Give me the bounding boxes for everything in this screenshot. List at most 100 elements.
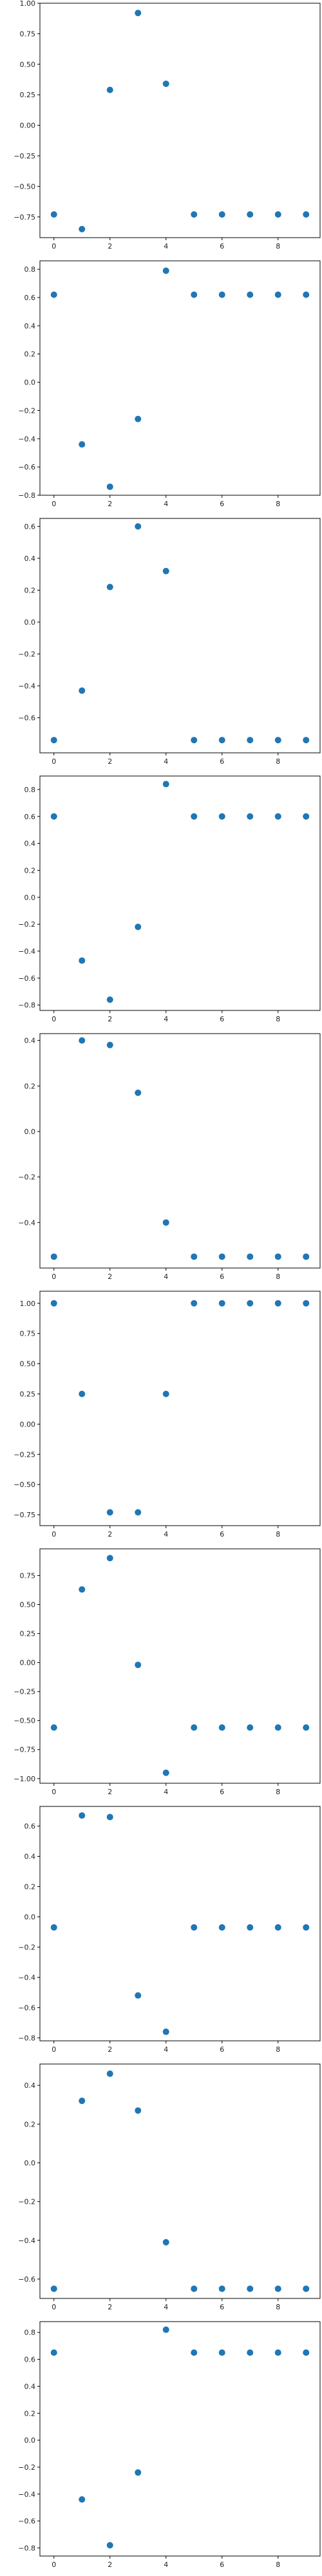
x-tick-label: 6 [220,500,224,508]
x-tick-label: 4 [164,2561,168,2569]
y-tick-label: 1.00 [20,1300,36,1308]
axes-frame [39,2063,321,2299]
data-point [274,2285,281,2292]
data-point [247,1724,254,1731]
scatter-plot-1: −0.75 −0.50 −0.25 0.00 0.25 0.50 0.75 1.00 0 2 4 6 8 [14,0,321,251]
x-tick-label: 4 [164,242,168,251]
x-tick-label: 4 [164,757,168,766]
data-point [274,737,281,744]
data-point [274,1253,281,1260]
data-point [135,1662,142,1669]
data-point [135,1992,142,1999]
y-tick-label: 0.4 [24,2382,36,2391]
data-point [106,86,113,93]
data-point [79,225,86,232]
y-tick-label: 0.75 [20,1571,36,1580]
x-tick-label: 0 [52,500,56,508]
data-point [79,2098,86,2105]
x-tick-label: 2 [108,2561,112,2569]
y-tick-label: 0.75 [20,1330,36,1338]
y-tick-label: −0.6 [18,974,35,983]
data-point [218,211,225,218]
data-point [162,267,169,274]
data-point [218,813,225,820]
y-tick-label: −0.2 [18,1943,35,1951]
data-point [191,1724,198,1731]
data-point [135,2469,142,2476]
y-tick-label: 0.00 [20,1420,36,1428]
y-tick-label: 0.2 [24,350,36,359]
data-point [247,1924,254,1931]
axes-frame [39,1033,321,1269]
y-tick-label: −0.8 [18,2034,35,2042]
data-point [135,2107,142,2114]
data-point [274,1724,281,1731]
data-point [50,1924,57,1931]
data-point [79,957,86,964]
y-tick-label: 0.0 [24,1913,36,1921]
y-tick-label: 0.4 [24,1852,36,1861]
y-tick-label: 0.0 [24,618,36,627]
data-point [191,737,198,744]
data-point [303,2349,310,2356]
data-point [247,2285,254,2292]
y-tick-label: 0.2 [24,2409,36,2418]
data-point [191,211,198,218]
scatter-plot-7: −1.00 −0.75 −0.50 −0.25 0.00 0.25 0.50 0.75 0 2 4 6… [14,1548,321,1796]
y-tick-label: −0.50 [14,182,35,191]
y-tick-label: 0.4 [24,322,36,330]
x-tick-label: 0 [52,1530,56,1539]
data-point [79,1586,86,1593]
data-point [191,2349,198,2356]
y-tick-label: −0.6 [18,714,35,723]
y-tick-label: −0.25 [14,152,35,160]
y-tick-label: 0.6 [24,1823,36,1831]
axes-frame [39,2321,321,2557]
data-point [191,291,198,298]
data-point [135,1509,142,1516]
scatter-plot-4: −0.8 −0.6 −0.4 −0.2 0.0 0.2 0.4 0.6 0.8 0 2 4 6 8 [18,775,321,1023]
x-tick-label: 0 [52,2561,56,2569]
x-tick-label: 4 [164,1273,168,1281]
y-tick-label: −0.6 [18,463,35,471]
x-tick-label: 2 [108,757,112,766]
data-point [135,923,142,931]
y-tick-label: −0.6 [18,2003,35,2012]
data-point [303,813,310,820]
data-point [247,1300,254,1307]
y-tick-label: 0.2 [24,586,36,594]
data-point [303,737,310,744]
data-point [79,687,86,694]
y-tick-label: 0.00 [20,1659,36,1667]
x-tick-label: 6 [220,2045,224,2054]
scatter-plot-10: −0.8 −0.6 −0.4 −0.2 0.0 0.2 0.4 0.6 0.8 0 2 4 6 8 [18,2321,321,2569]
axes-frame [39,518,321,753]
x-tick-label: 8 [276,500,280,508]
y-tick-label: −0.4 [18,1218,35,1227]
y-tick-label: −0.25 [14,1450,35,1459]
data-point [50,1724,57,1731]
y-tick-label: 0.2 [24,866,36,875]
data-point [50,737,57,744]
data-point [303,1724,310,1731]
data-point [162,1769,169,1776]
data-point [50,813,57,820]
x-tick-label: 2 [108,2303,112,2311]
data-point [218,2285,225,2292]
data-point [162,1390,169,1397]
y-tick-label: −0.50 [14,1717,35,1725]
y-tick-label: 0.25 [20,91,36,99]
data-point [218,1724,225,1731]
y-tick-label: −0.4 [18,682,35,690]
y-tick-label: −0.4 [18,435,35,443]
data-point [274,211,281,218]
data-point [79,1812,86,1819]
data-point [79,1037,86,1044]
x-tick-label: 2 [108,1530,112,1539]
data-point [162,567,169,574]
y-tick-label: −0.50 [14,1481,35,1489]
data-point [191,813,198,820]
x-tick-label: 2 [108,2045,112,2054]
data-point [162,2326,169,2333]
